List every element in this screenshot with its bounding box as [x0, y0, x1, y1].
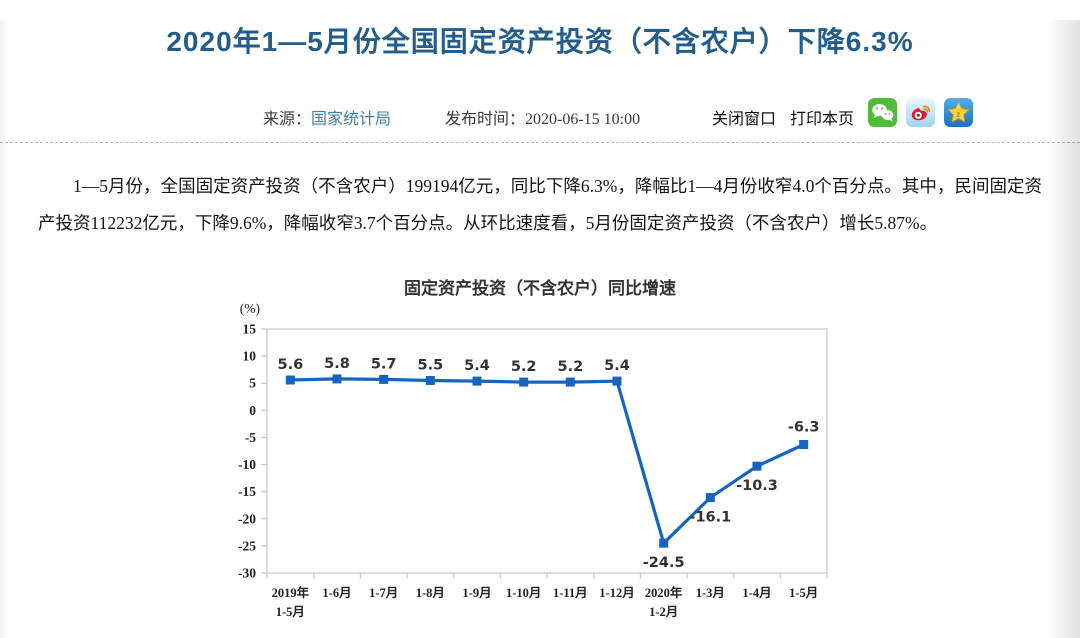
- svg-text:2020年: 2020年: [645, 585, 683, 600]
- svg-text:5.4: 5.4: [604, 358, 630, 374]
- svg-text:-30: -30: [238, 565, 256, 580]
- svg-text:1-6月: 1-6月: [322, 586, 351, 600]
- publish-label: 发布时间：: [445, 111, 526, 128]
- svg-text:1-5月: 1-5月: [276, 605, 305, 619]
- svg-text:1-4月: 1-4月: [742, 586, 771, 600]
- svg-text:-24.5: -24.5: [643, 555, 685, 571]
- svg-text:0: 0: [249, 402, 256, 417]
- source-label: 来源：: [263, 111, 312, 128]
- svg-text:2019年: 2019年: [272, 585, 310, 600]
- article-page: 2020年1—5月份全国固定资产投资（不含农户）下降6.3% 来源：国家统计局 …: [0, 20, 1080, 638]
- publish-time-value: 2020-06-15 10:00: [525, 111, 641, 128]
- svg-text:1-9月: 1-9月: [462, 586, 491, 600]
- wechat-share-icon[interactable]: [868, 98, 897, 127]
- article-paragraph: 1—5月份，全国固定资产投资（不含农户）199194亿元，同比下降6.3%，降幅…: [38, 176, 1042, 233]
- svg-text:1-11月: 1-11月: [553, 586, 588, 600]
- weibo-share-icon[interactable]: [906, 98, 935, 127]
- chart-title: 固定资产投资（不含农户）同比增速: [404, 278, 676, 298]
- source-field: 来源：国家统计局: [263, 105, 391, 129]
- svg-text:1-3月: 1-3月: [696, 586, 725, 600]
- svg-text:5.4: 5.4: [464, 358, 490, 374]
- article-meta-row: 来源：国家统计局 发布时间：2020-06-15 10:00 关闭窗口 打印本页: [0, 98, 1080, 132]
- svg-text:5.8: 5.8: [324, 355, 350, 371]
- svg-text:(%): (%): [240, 301, 260, 316]
- close-window-link[interactable]: 关闭窗口: [712, 111, 777, 128]
- favorite-star-icon[interactable]: z: [944, 98, 973, 127]
- svg-text:-6.3: -6.3: [788, 419, 820, 435]
- share-icons: z: [868, 98, 973, 127]
- window-links: 关闭窗口 打印本页: [712, 105, 868, 129]
- svg-text:5: 5: [249, 375, 256, 390]
- header-divider: [0, 142, 1080, 143]
- svg-text:1-7月: 1-7月: [369, 586, 398, 600]
- svg-text:-10: -10: [238, 457, 256, 472]
- svg-text:5.2: 5.2: [557, 359, 583, 375]
- svg-text:1-8月: 1-8月: [416, 586, 445, 600]
- svg-text:-5: -5: [245, 429, 256, 444]
- page-title: 2020年1—5月份全国固定资产投资（不含农户）下降6.3%: [166, 26, 914, 57]
- svg-text:1-2月: 1-2月: [649, 605, 678, 619]
- svg-text:15: 15: [243, 321, 257, 336]
- svg-text:5.2: 5.2: [511, 359, 537, 375]
- svg-text:1-12月: 1-12月: [599, 586, 634, 600]
- svg-text:-10.3: -10.3: [736, 478, 778, 494]
- svg-text:1-5月: 1-5月: [789, 586, 818, 600]
- publish-time-field: 发布时间：2020-06-15 10:00: [445, 105, 640, 129]
- svg-text:z: z: [957, 110, 961, 119]
- svg-text:5.7: 5.7: [371, 356, 397, 372]
- print-page-link[interactable]: 打印本页: [790, 111, 855, 128]
- svg-text:-16.1: -16.1: [689, 509, 731, 525]
- svg-text:5.5: 5.5: [417, 357, 443, 373]
- investment-growth-line-chart: (%) 15 10 5 0 -5 -10 -15 -20 -25 -30 2019年 1-5月 1-6月 1…: [238, 301, 828, 619]
- svg-text:-15: -15: [238, 484, 256, 499]
- svg-text:-25: -25: [238, 538, 256, 553]
- svg-text:5.6: 5.6: [277, 357, 303, 373]
- source-link[interactable]: 国家统计局: [311, 111, 392, 128]
- svg-text:10: 10: [243, 348, 257, 363]
- svg-text:1-10月: 1-10月: [506, 586, 541, 600]
- svg-text:-20: -20: [238, 511, 256, 526]
